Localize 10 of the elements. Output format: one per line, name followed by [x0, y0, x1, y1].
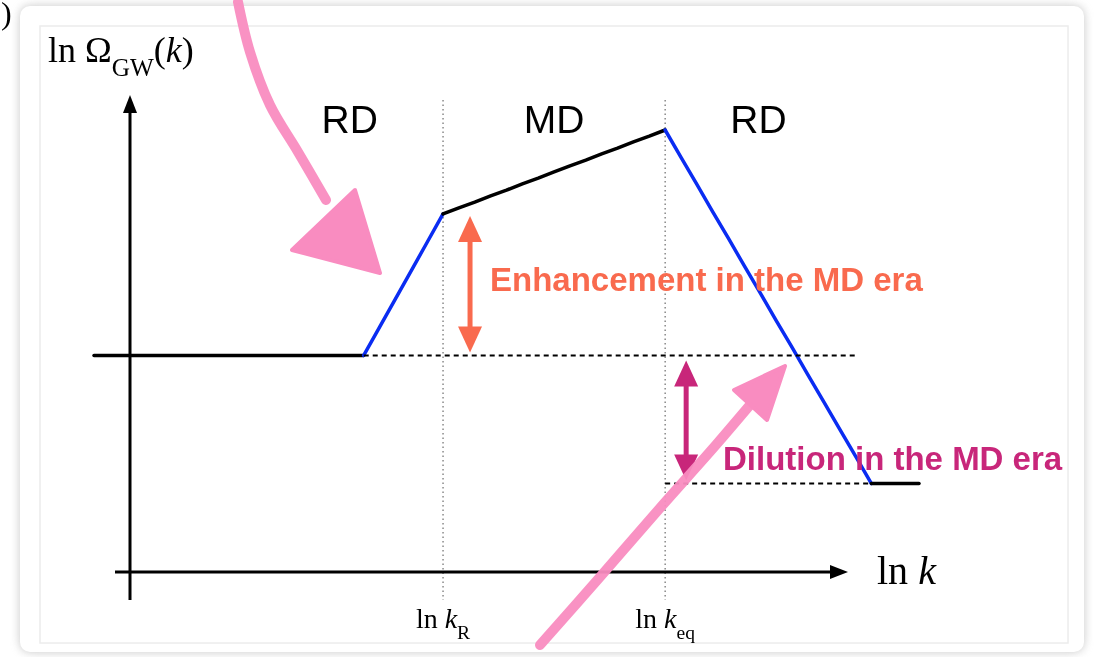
annotation: RD: [730, 98, 787, 141]
y-axis-title: ln Ω$_{GW}$(k): [48, 30, 194, 81]
x-tick-label: ln k$_{eq}$: [635, 603, 696, 643]
text: ): [1, 0, 12, 31]
x-tick-label: ln k$_{R}$: [415, 603, 472, 643]
annotation: RD: [321, 98, 378, 141]
annotation: Dilution in the MD era: [723, 440, 1063, 477]
annotation: Enhancement in the MD era: [490, 261, 924, 299]
x-axis-title: ln k: [877, 548, 938, 593]
annotation: MD: [523, 98, 585, 141]
